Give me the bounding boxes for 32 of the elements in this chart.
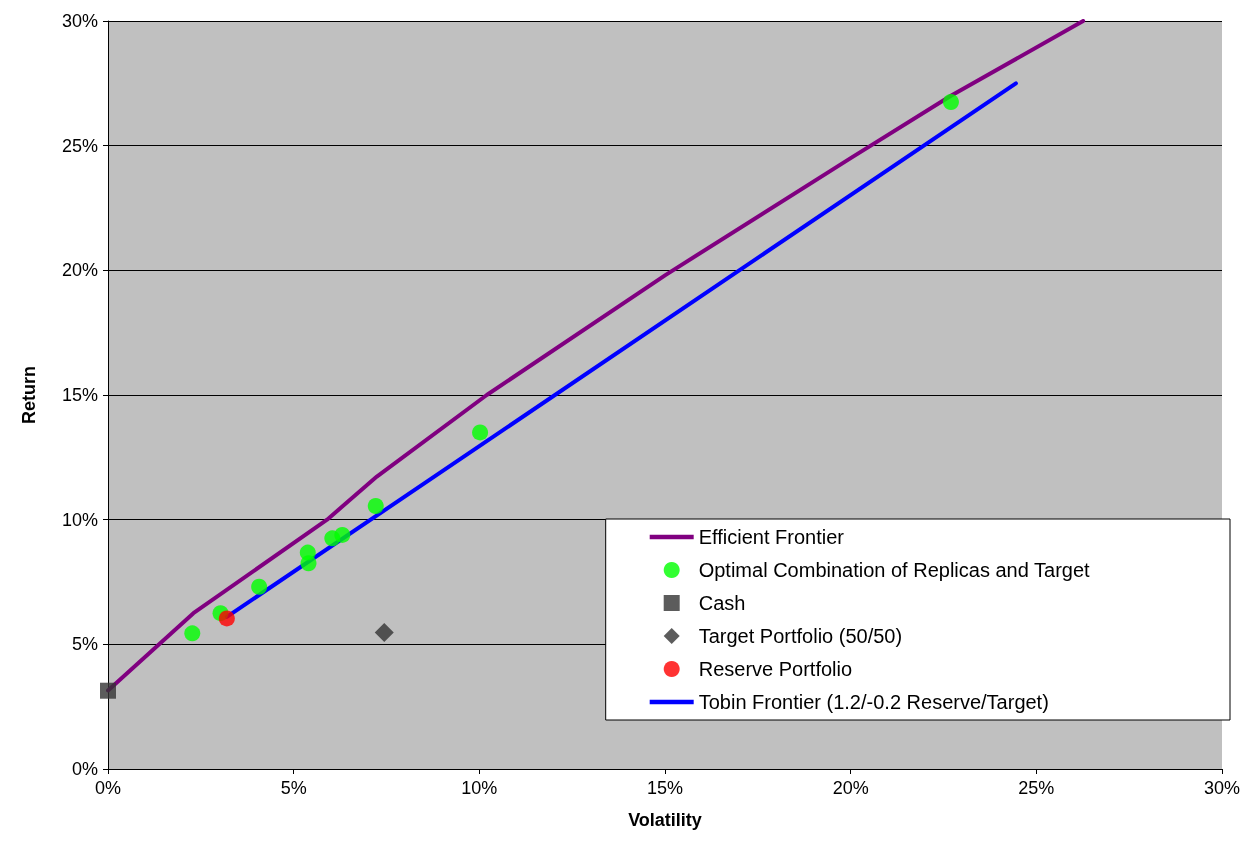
point [334, 526, 351, 543]
legend-label: Reserve Portfolio [698, 658, 853, 680]
x-axis-title: Volatility [628, 810, 702, 830]
y-tick-label: 0% [71, 759, 98, 779]
legend-label: Tobin Frontier (1.2/-0.2 Reserve/Target) [698, 691, 1049, 713]
x-tick-label: 15% [646, 778, 684, 798]
legend-label: Efficient Frontier [698, 526, 845, 548]
legend-label: Target Portfolio (50/50) [698, 625, 903, 647]
y-tick-label: 30% [61, 11, 98, 31]
point [251, 578, 268, 595]
x-tick-label: 30% [1203, 778, 1241, 798]
point [218, 610, 235, 627]
x-tick-label: 20% [832, 778, 869, 798]
x-tick-label: 25% [1018, 778, 1055, 798]
y-axis-title: Return [19, 366, 39, 424]
y-tick-label: 5% [71, 634, 98, 655]
point [184, 625, 201, 642]
y-tick-label: 25% [61, 135, 98, 156]
y-tick-label: 15% [61, 385, 98, 405]
point [374, 623, 394, 643]
point [367, 497, 384, 514]
point [300, 555, 317, 572]
x-tick-label: 0% [94, 778, 122, 798]
point [942, 94, 959, 111]
point [472, 424, 489, 441]
legend-label: Optimal Combination of Replicas and Target [698, 559, 1091, 581]
legend-label: Cash [698, 592, 746, 614]
point [100, 682, 116, 699]
x-tick-label: 10% [461, 778, 498, 798]
y-tick-label: 20% [61, 260, 98, 281]
x-tick-label: 5% [280, 778, 307, 798]
y-tick-label: 10% [61, 509, 98, 530]
